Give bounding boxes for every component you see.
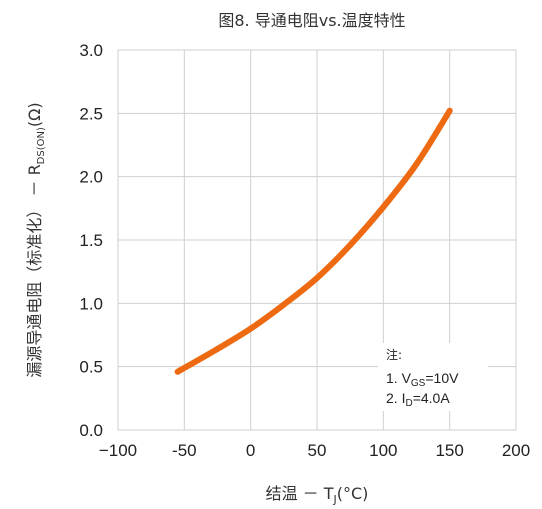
y-tick-label: 2.0 [79,168,103,187]
x-axis-label-suffix: (°C) [337,484,369,503]
y-tick-label: 1.5 [79,231,103,250]
x-axis-label-sub: J [333,493,337,506]
chart-title: 图8. 导通电阻vs.温度特性 [218,11,405,30]
annotation-line-1-suffix: =10V [425,370,459,386]
x-axis-label: 结温 － TJ(°C) [266,484,369,506]
annotation-line-2-prefix: 2. I [386,390,405,406]
plot-frame [117,49,517,431]
y-axis-label-prefix: 漏源导通电阻（标准化） － R [25,164,44,377]
x-tick-label: −100 [99,441,137,460]
annotation-line-1-prefix: 1. V [386,370,412,386]
annotation-line-2: 2. ID=4.0A [386,390,450,409]
data-point [446,107,453,114]
x-tick-label: 50 [308,441,327,460]
y-axis-label: 漏源导通电阻（标准化） － RDS(ON)(Ω) [25,102,47,377]
annotation-line-1-sub: GS [411,378,426,389]
y-tick-label: 1.0 [79,294,103,313]
annotation-background [378,343,488,411]
data-point [247,325,254,332]
data-point [174,368,181,375]
series-line-0 [174,107,453,375]
data-point [380,204,387,211]
data-point [280,301,287,308]
x-tick-label: 200 [502,441,530,460]
annotation-box: 注: 1. VGS=10V 2. ID=4.0A [378,343,488,411]
x-tick-labels: −100 -50 0 50 100 150 200 [99,441,530,460]
y-tick-labels: 0.0 0.5 1.0 1.5 2.0 2.5 3.0 [79,41,103,440]
data-point [314,275,320,281]
x-axis-label-prefix: 结温 － T [266,484,334,503]
y-tick-label: 2.5 [79,104,103,123]
annotation-line-1: 1. VGS=10V [386,370,459,389]
annotation-title: 注: [386,347,402,362]
annotation-line-2-suffix: =4.0A [413,390,451,406]
x-tick-label: 100 [369,441,397,460]
y-axis-label-sub: DS(ON) [36,127,47,164]
x-tick-label: 150 [435,441,463,460]
annotation-line-2-sub: D [405,398,412,409]
x-tick-label: 0 [246,441,255,460]
data-point [214,345,221,352]
series-layer [174,107,453,375]
data-point [347,242,354,249]
y-tick-label: 0.5 [79,358,103,377]
data-point [413,161,420,167]
x-tick-label: -50 [172,441,197,460]
y-tick-label: 3.0 [79,41,103,60]
y-axis-label-suffix: (Ω) [25,102,44,127]
y-tick-label: 0.0 [79,421,103,440]
